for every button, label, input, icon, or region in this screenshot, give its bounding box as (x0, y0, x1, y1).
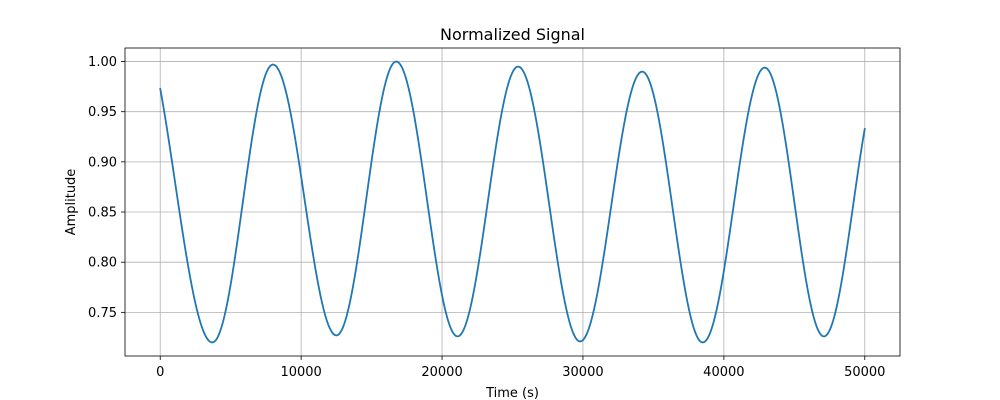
ticks: 0 10000 20000 30000 40000 50000 0.75 0.80 0.85 0.… (88, 55, 885, 380)
y-tick-label: 0.75 (88, 306, 117, 321)
x-tick-label: 20000 (421, 365, 462, 380)
x-tick-label: 0 (156, 365, 164, 380)
x-tick-label: 40000 (703, 365, 744, 380)
signal-line (159, 60, 866, 344)
y-tick-label: 1.00 (88, 55, 117, 70)
x-tick-label: 10000 (280, 365, 321, 380)
grid (125, 48, 900, 356)
x-tick-label: 50000 (844, 365, 885, 380)
y-tick-label: 0.95 (88, 105, 117, 120)
y-tick-label: 0.80 (88, 256, 117, 271)
plot-frame (124, 47, 901, 357)
x-axis-label: Time (s) (485, 386, 539, 400)
chart-title: Normalized Signal (440, 25, 585, 44)
y-tick-label: 0.85 (88, 206, 117, 221)
y-axis-label: Amplitude (64, 169, 79, 236)
y-tick-label: 0.90 (88, 155, 117, 170)
x-tick-label: 30000 (562, 365, 603, 380)
series-layer (159, 60, 866, 344)
